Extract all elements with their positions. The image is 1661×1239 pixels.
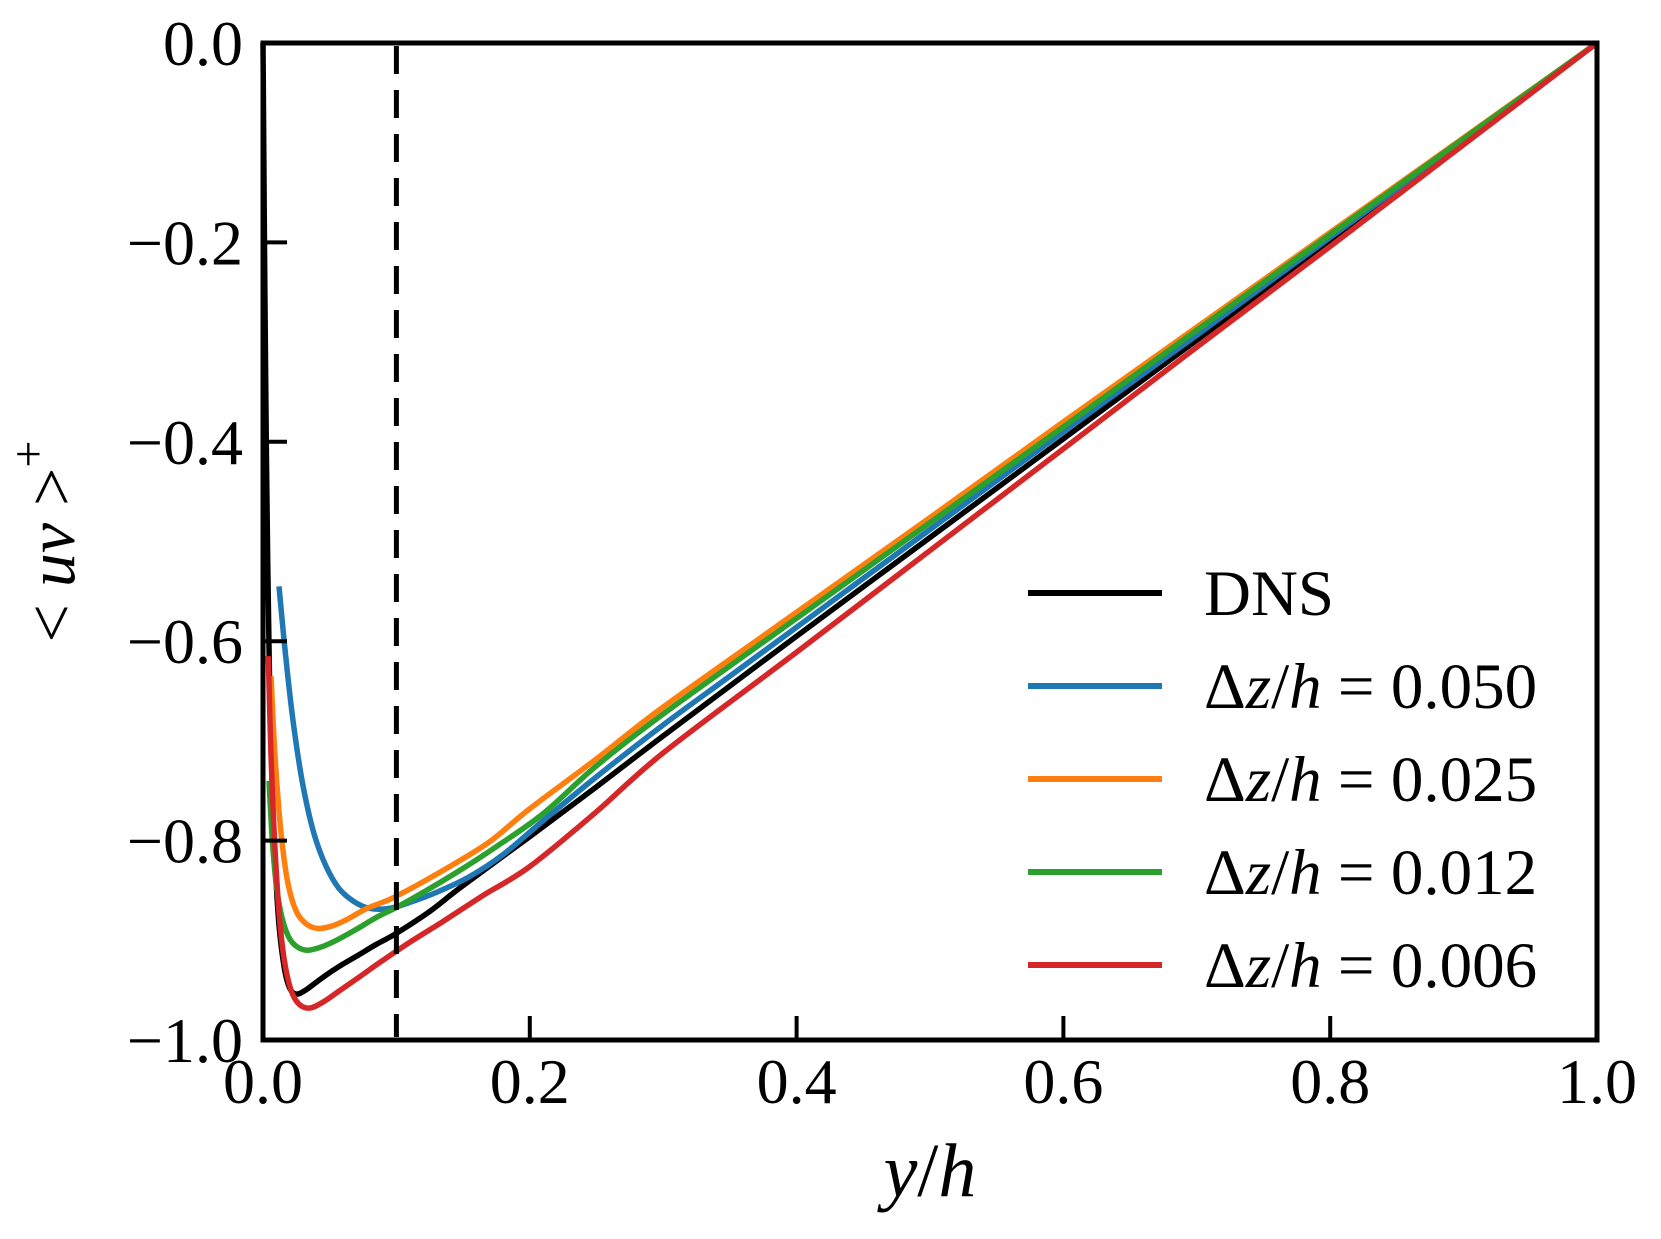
legend-item: DNS	[1028, 558, 1334, 630]
legend-item: Δz/h = 0.025	[1028, 744, 1537, 816]
x-tick-label: 0.0	[223, 1046, 303, 1117]
plot-border	[260, 40, 1600, 1043]
curve-dz-h-0.050	[276, 40, 1599, 912]
legend-item: Δz/h = 0.050	[1028, 651, 1537, 723]
legend-label: Δz/h = 0.050	[1204, 651, 1537, 723]
curves	[260, 40, 1599, 1011]
legend-item: Δz/h = 0.006	[1028, 930, 1537, 1002]
legend: DNS Δz/h = 0.050 Δz/h = 0.025 Δz/h = 0.012 Δ…	[1028, 558, 1537, 1002]
legend-item: Δz/h = 0.012	[1028, 837, 1537, 909]
y-tick-label: −1.0	[127, 1005, 243, 1076]
y-tick-label: −0.2	[127, 207, 243, 278]
legend-label: Δz/h = 0.025	[1204, 744, 1537, 816]
x-axis-title: y/h	[877, 1129, 977, 1213]
plot-frame	[260, 40, 1600, 1043]
y-axis: 0.0 −0.2 −0.4 −0.6 −0.8 −1.0	[127, 8, 287, 1076]
legend-label: Δz/h = 0.012	[1204, 837, 1537, 909]
legend-label: Δz/h = 0.006	[1204, 930, 1537, 1002]
y-axis-title: < uv >+	[2, 441, 89, 643]
axis-titles: y/h < uv >+	[2, 441, 976, 1213]
y-tick-label: −0.4	[127, 407, 243, 478]
legend-label: DNS	[1204, 558, 1334, 630]
x-axis: 0.0 0.2 0.4 0.6 0.8 1.0	[223, 1016, 1637, 1117]
x-tick-label: 0.6	[1023, 1046, 1103, 1117]
y-tick-label: −0.6	[127, 606, 243, 677]
curve-dz-h-0.012	[266, 40, 1599, 954]
curve-dz-h-0.006	[265, 40, 1599, 1011]
y-tick-label: 0.0	[163, 8, 243, 79]
x-tick-label: 0.2	[490, 1046, 570, 1117]
x-tick-label: 1.0	[1557, 1046, 1637, 1117]
x-tick-label: 0.8	[1290, 1046, 1370, 1117]
x-tick-label: 0.4	[757, 1046, 837, 1117]
y-tick-label: −0.8	[127, 806, 243, 877]
